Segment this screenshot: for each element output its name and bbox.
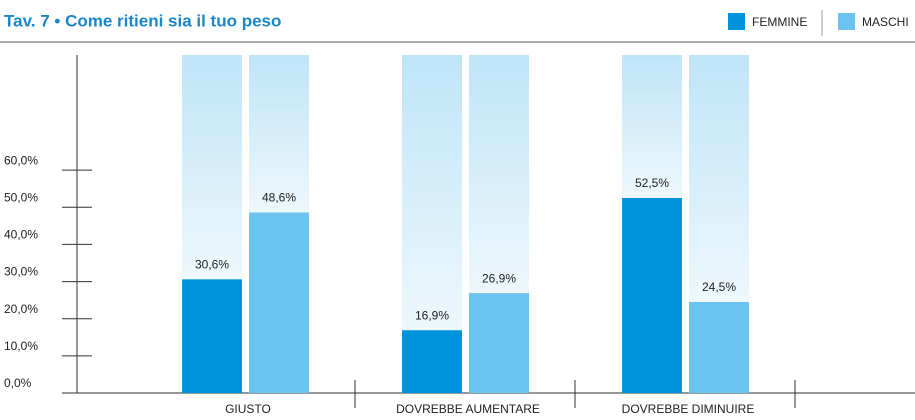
y-tick-label: 50,0% <box>4 190 38 204</box>
value-label: 30,6% <box>195 258 229 272</box>
bar <box>622 198 682 393</box>
y-tick-label: 20,0% <box>4 302 38 316</box>
bar <box>402 330 462 393</box>
legend-swatch <box>838 13 855 30</box>
legend-label: FEMMINE <box>752 15 807 29</box>
bar-background <box>689 55 749 302</box>
value-label: 16,9% <box>415 308 449 322</box>
value-label: 52,5% <box>635 176 669 190</box>
bar <box>689 302 749 393</box>
x-tick-label: DOVREBBE DIMINUIRE <box>622 402 755 416</box>
x-tick-label: DOVREBBE AUMENTARE <box>396 402 540 416</box>
bar-background <box>622 55 682 198</box>
bar-background <box>249 55 309 213</box>
value-label: 24,5% <box>702 280 736 294</box>
chart-title: Tav. 7 • Come ritieni sia il tuo peso <box>4 11 281 30</box>
bar-background <box>469 55 529 294</box>
bar-background <box>182 55 242 280</box>
y-tick-label: 60,0% <box>4 153 38 167</box>
y-tick-label: 0,0% <box>4 376 32 390</box>
x-tick-label: GIUSTO <box>225 402 271 416</box>
bar <box>249 212 309 393</box>
value-label: 26,9% <box>482 271 516 285</box>
y-tick-label: 10,0% <box>4 339 38 353</box>
y-tick-label: 30,0% <box>4 265 38 279</box>
bar <box>469 293 529 393</box>
bar <box>182 279 242 393</box>
bar-background <box>402 55 462 331</box>
value-label: 48,6% <box>262 191 296 205</box>
y-tick-label: 40,0% <box>4 228 38 242</box>
legend-label: MASCHI <box>862 15 909 29</box>
legend-swatch <box>728 13 745 30</box>
